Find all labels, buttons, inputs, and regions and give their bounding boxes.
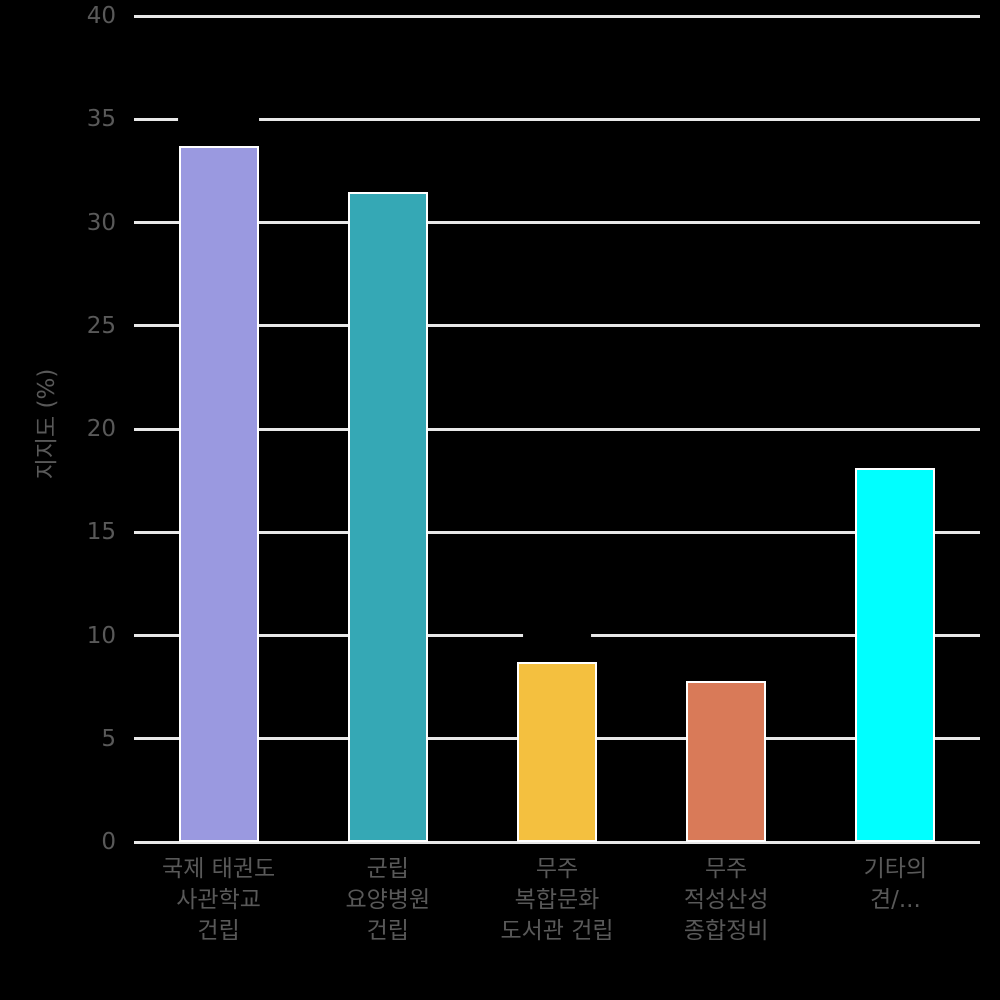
gridline-40 — [134, 14, 980, 18]
y-tick-label: 0 — [101, 829, 116, 855]
plot-area — [134, 14, 980, 844]
gridline-30 — [134, 221, 980, 224]
x-tick-label: 무주 복합문화 도서관 건립 — [500, 856, 614, 944]
y-tick-label: 15 — [86, 519, 116, 546]
bar-0 — [178, 146, 259, 842]
gridline-15 — [134, 530, 980, 534]
y-tick-label: 10 — [86, 622, 116, 649]
bar-3 — [686, 680, 767, 842]
y-tick-label: 40 — [86, 3, 116, 29]
gridline-0 — [134, 840, 980, 844]
bar-value-label: 18.1% — [854, 436, 937, 463]
y-tick-label: 35 — [86, 106, 116, 133]
x-tick-label: 무주 적성산성 종합정비 — [683, 856, 769, 944]
bar-value-label: 31.5% — [346, 159, 429, 186]
x-tick-label: 기타의견/... — [863, 856, 928, 913]
gridline-25 — [134, 324, 980, 328]
y-tick-label: 30 — [86, 209, 116, 236]
gridline-20 — [134, 427, 980, 431]
gridline-35 — [134, 117, 980, 121]
bar-value-label: 7.8% — [692, 648, 761, 675]
x-tick-label: 군립 요양병원 건립 — [345, 856, 431, 944]
y-tick-label: 20 — [86, 416, 116, 442]
y-tick-label: 25 — [86, 312, 116, 339]
bar-4 — [855, 468, 936, 842]
y-tick-label: 5 — [101, 725, 116, 752]
bar-value-label: 8.7% — [523, 630, 591, 657]
bar-value-label: 33.7% — [177, 114, 260, 141]
x-tick-label: 국제 태권도 사관학교 건립 — [162, 856, 276, 944]
bar-2 — [517, 662, 597, 842]
bar-1 — [347, 191, 428, 842]
